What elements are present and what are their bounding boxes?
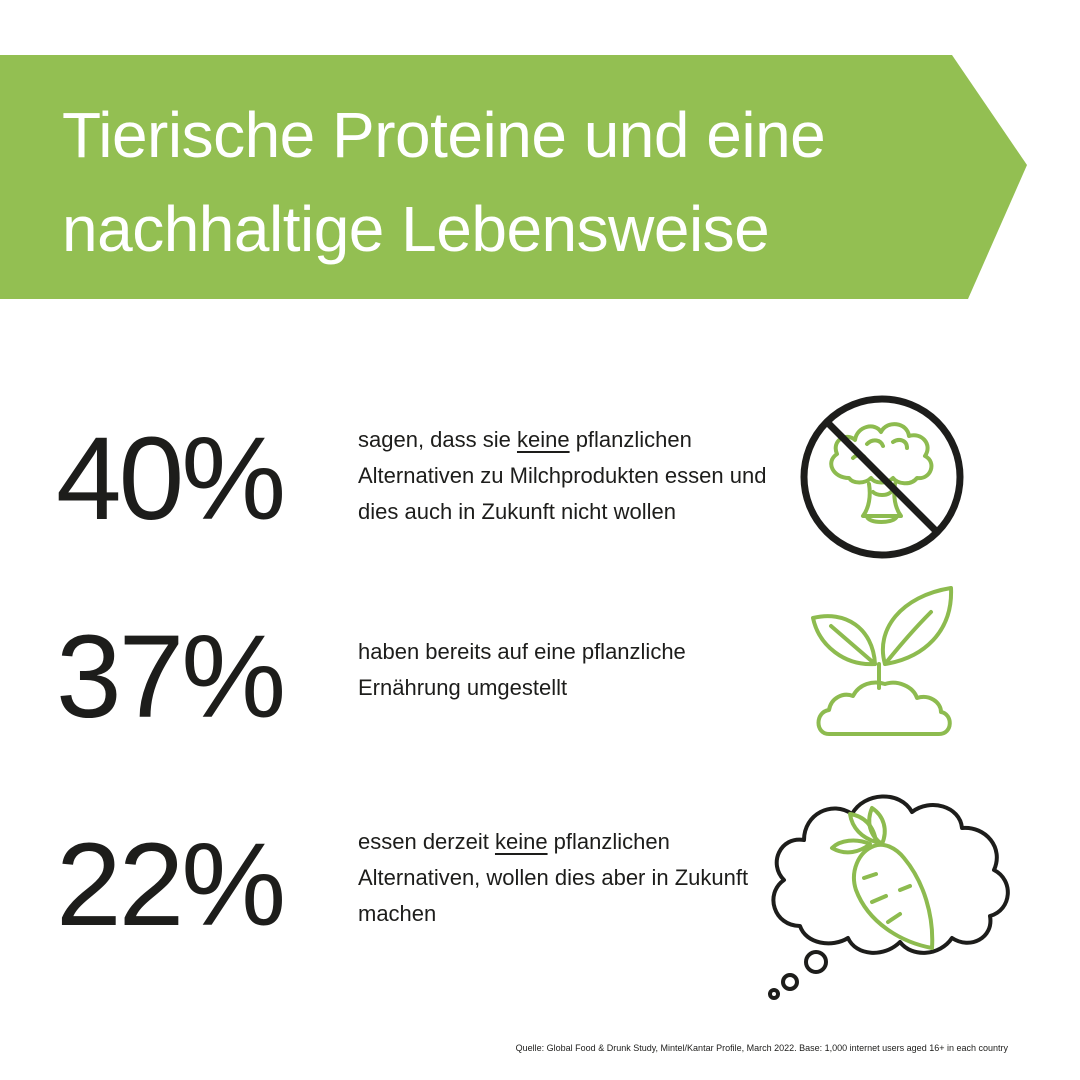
stat-text-22: essen derzeit keine pflanzlichen Alterna… <box>358 824 778 932</box>
stat-text-40: sagen, dass sie keine pflanzlichen Alter… <box>358 422 778 530</box>
title-banner <box>0 55 1027 299</box>
stat-text-37: haben bereits auf eine pflanzliche Ernäh… <box>358 639 686 700</box>
no-broccoli-icon <box>800 395 964 559</box>
stat-text-emphasis: keine <box>494 829 548 854</box>
sprout-icon <box>811 586 954 736</box>
stat-value-37: 37% <box>56 611 286 743</box>
stat-text-part: pflanzlichen Alternativen zu Milchproduk… <box>358 427 767 524</box>
stat-value-40: 40% <box>56 413 286 545</box>
page-title-line-1: Tierische Proteine und eine <box>62 99 826 171</box>
banner-arrow-shape <box>0 55 1027 299</box>
stat-text-part: essen derzeit <box>358 829 495 854</box>
page-title: Tierische Proteine und eine nachhaltige … <box>62 88 962 276</box>
stat-text-part: pflanzlichen Alternativen, wollen dies a… <box>358 829 749 926</box>
carrot-thought-icon <box>768 794 1010 1000</box>
page-title-line-2: nachhaltige Lebensweise <box>62 193 770 265</box>
stat-value-22: 22% <box>56 819 286 951</box>
source-note: Quelle: Global Food & Drunk Study, Minte… <box>515 1043 1008 1053</box>
stat-text-emphasis: keine <box>516 427 570 452</box>
stat-text-part: sagen, dass sie <box>358 427 517 452</box>
